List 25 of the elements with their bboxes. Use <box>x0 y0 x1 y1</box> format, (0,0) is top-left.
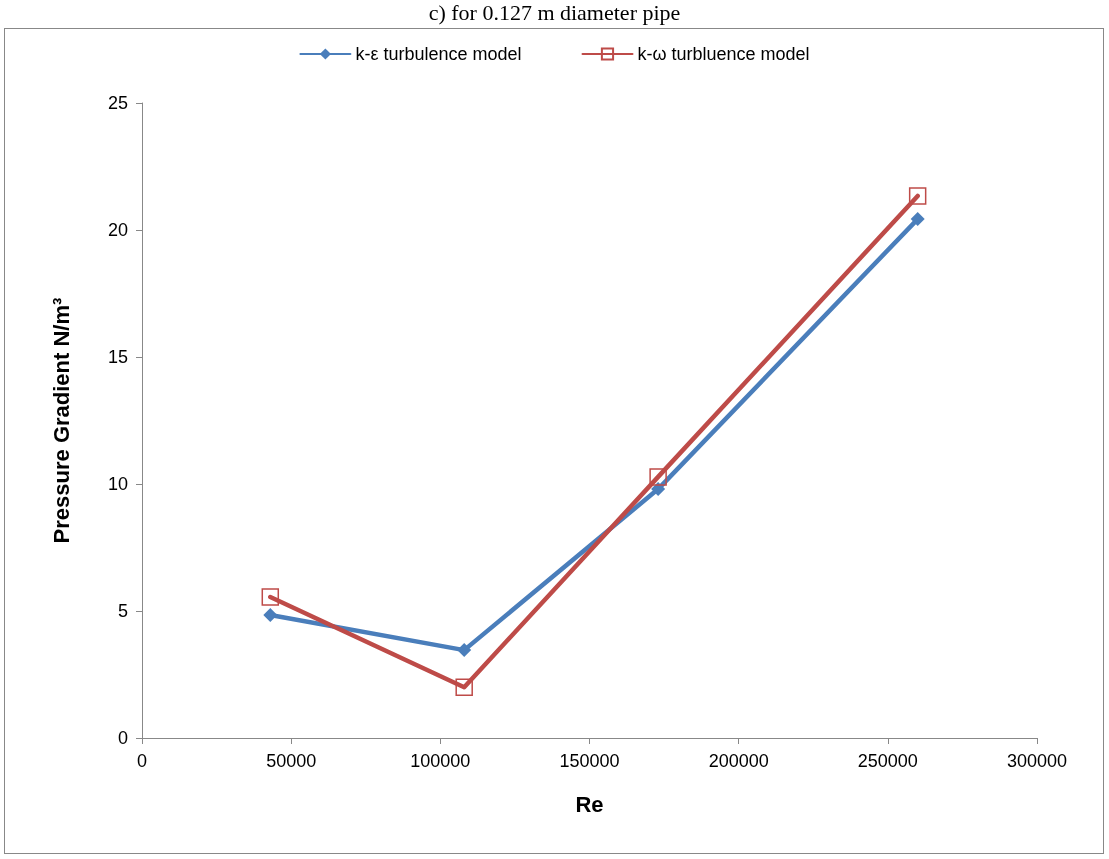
y-tick-label: 10 <box>107 474 128 494</box>
x-tick-label: 150000 <box>559 751 620 771</box>
legend-label: k-ω turbluence model <box>637 44 810 64</box>
legend-label: k-ε turbulence model <box>355 44 522 64</box>
point <box>455 678 473 696</box>
y-tick-label: 0 <box>117 728 128 748</box>
point <box>908 187 927 205</box>
point <box>910 212 925 227</box>
x-tick-label: 300000 <box>1006 751 1068 771</box>
x-tick-label: 50000 <box>266 751 317 771</box>
x-tick-label: 100000 <box>410 751 471 771</box>
y-tick-label: 5 <box>117 601 128 621</box>
x-axis-title: Re <box>575 791 604 817</box>
chart-title: c) for 0.127 m diameter pipe <box>427 0 682 26</box>
point <box>263 608 278 623</box>
y-axis-title: Pressure Gradient N/m³ <box>48 297 74 544</box>
y-tick-label: 20 <box>107 220 128 240</box>
point <box>457 643 472 658</box>
y-tick-label: 15 <box>107 347 128 367</box>
y-tick-label: 25 <box>107 93 128 113</box>
x-tick-label: 200000 <box>708 751 769 771</box>
x-tick-label: 250000 <box>857 751 918 771</box>
point <box>261 588 280 606</box>
point <box>649 468 667 486</box>
x-tick-label: 0 <box>136 751 148 771</box>
